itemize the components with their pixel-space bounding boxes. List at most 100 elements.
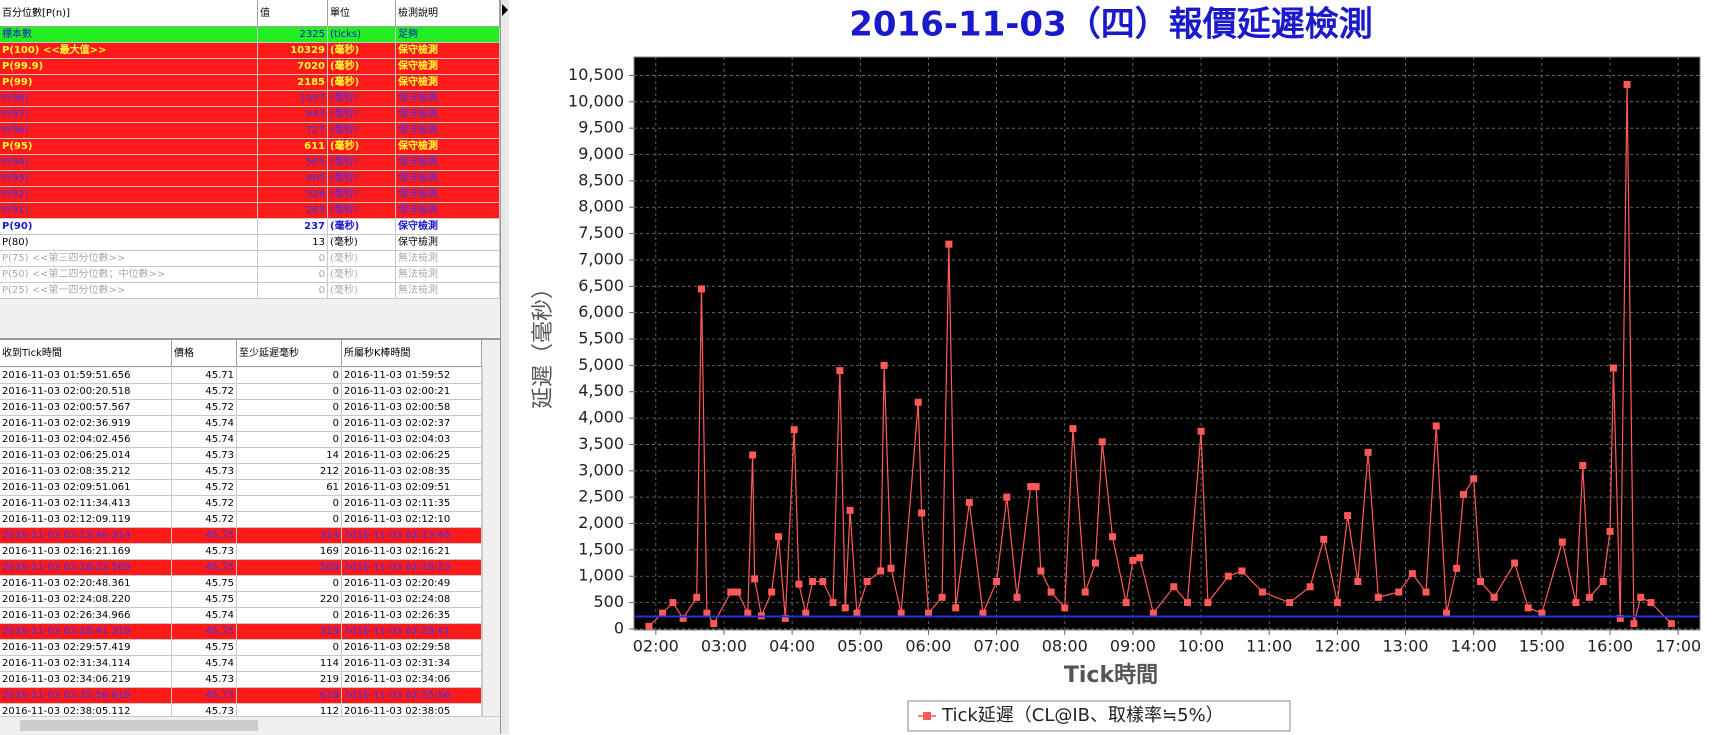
splitter-arrow bbox=[502, 4, 508, 16]
data-point bbox=[880, 361, 888, 369]
table-cell: (ticks) bbox=[328, 27, 396, 43]
y-tick-label: 9,000 bbox=[578, 144, 624, 163]
table-cell: (毫秒) bbox=[328, 235, 396, 251]
table-cell: 2016-11-03 02:18:23.569 bbox=[0, 560, 172, 576]
chart: 2016-11-03（四）報價延遲檢測 延遲（毫秒） Tick時間 0 500 1,… bbox=[531, 5, 1701, 732]
table-cell: 45.75 bbox=[172, 576, 237, 592]
data-point bbox=[841, 604, 849, 612]
data-point bbox=[727, 588, 735, 596]
table-cell: P(92) bbox=[0, 187, 258, 203]
table-cell: 0 bbox=[258, 267, 328, 283]
table-cell: 足夠 bbox=[396, 27, 500, 43]
data-point bbox=[795, 580, 803, 588]
table-cell: 314 bbox=[237, 528, 342, 544]
data-point bbox=[1108, 533, 1116, 541]
table-row: 2016-11-03 02:11:34.413 45.72 0 2016-11-03 … bbox=[0, 496, 482, 512]
table-row: 2016-11-03 02:35:56.618 45.73 618 2016-11-0… bbox=[0, 688, 482, 704]
table-cell: 2016-11-03 02:04:02.456 bbox=[0, 432, 172, 448]
table-cell: 0 bbox=[237, 368, 342, 384]
table-cell: 2185 bbox=[258, 75, 328, 91]
y-tick-label: 9,500 bbox=[578, 118, 624, 137]
table-cell: 保守檢測 bbox=[396, 123, 500, 139]
table-cell: P(75) <<第三四分位數>> bbox=[0, 251, 258, 267]
table-cell: 0 bbox=[237, 384, 342, 400]
table-cell: 2016-11-03 02:35:56 bbox=[342, 688, 482, 704]
table-row: 2016-11-03 02:02:36.919 45.74 0 2016-11-03 … bbox=[0, 416, 482, 432]
table-row: 2016-11-03 02:20:48.361 45.75 0 2016-11-03 … bbox=[0, 576, 482, 592]
table-cell: 2016-11-03 02:08:35 bbox=[342, 464, 482, 480]
data-point bbox=[1538, 609, 1546, 617]
x-tick-label: 16:00 bbox=[1587, 637, 1633, 656]
table-cell: 45.73 bbox=[172, 464, 237, 480]
x-tick-label: 15:00 bbox=[1519, 637, 1565, 656]
table-row: P(92) 326 (毫秒) 保守檢測 bbox=[0, 187, 500, 203]
table-cell: 45.74 bbox=[172, 608, 237, 624]
table-cell: 無法檢測 bbox=[396, 283, 500, 299]
table-cell: 保守檢測 bbox=[396, 219, 500, 235]
data-point bbox=[1609, 364, 1617, 372]
x-tick-label: 13:00 bbox=[1383, 637, 1429, 656]
table-cell: 0 bbox=[237, 512, 342, 528]
y-tick-label: 5,500 bbox=[578, 329, 624, 348]
y-tick-label: 1,000 bbox=[578, 566, 624, 585]
table-cell: 2325 bbox=[258, 27, 328, 43]
splitter[interactable] bbox=[500, 0, 509, 734]
data-point bbox=[744, 609, 752, 617]
data-point bbox=[734, 588, 742, 596]
table-cell: 0 bbox=[237, 640, 342, 656]
table-cell: 2016-11-03 02:28:41.319 bbox=[0, 624, 172, 640]
table-cell: 無法檢測 bbox=[396, 267, 500, 283]
table-cell: 45.75 bbox=[172, 592, 237, 608]
y-tick-label: 4,500 bbox=[578, 381, 624, 400]
table-cell: (毫秒) bbox=[328, 75, 396, 91]
x-tick-label: 06:00 bbox=[905, 637, 951, 656]
table-cell: 0 bbox=[258, 283, 328, 299]
table-cell: 2016-11-03 02:31:34 bbox=[342, 656, 482, 672]
table-cell: 1007 bbox=[258, 91, 328, 107]
table-cell: (毫秒) bbox=[328, 187, 396, 203]
table-row: 2016-11-03 02:08:35.212 45.73 212 2016-11-0… bbox=[0, 464, 482, 480]
data-point bbox=[1047, 588, 1055, 596]
vertical-scrollbar[interactable] bbox=[482, 366, 501, 716]
horizontal-scrollbar[interactable] bbox=[0, 716, 500, 735]
table-row: P(97) 843 (毫秒) 保守檢測 bbox=[0, 107, 500, 123]
scroll-thumb[interactable] bbox=[20, 720, 258, 731]
table-cell: 保守檢測 bbox=[396, 107, 500, 123]
table-row: P(95) 611 (毫秒) 保守檢測 bbox=[0, 139, 500, 155]
table-cell: 保守檢測 bbox=[396, 75, 500, 91]
table-cell: 2016-11-03 02:24:08.220 bbox=[0, 592, 172, 608]
table-cell: (毫秒) bbox=[328, 59, 396, 75]
table-cell: 618 bbox=[237, 688, 342, 704]
table-cell: 169 bbox=[237, 544, 342, 560]
table-cell: (毫秒) bbox=[328, 43, 396, 59]
table-cell: 2016-11-03 02:26:34.966 bbox=[0, 608, 172, 624]
tick-panel: 收到Tick時間 價格 至少延遲毫秒 所屬秒K棒時間 2016-11-03 01:59:… bbox=[0, 338, 500, 718]
table-cell: 2016-11-03 02:12:09.119 bbox=[0, 512, 172, 528]
table-row: 2016-11-03 02:16:21.169 45.73 169 2016-11-0… bbox=[0, 544, 482, 560]
table-cell: 0 bbox=[237, 576, 342, 592]
table-cell: 保守檢測 bbox=[396, 235, 500, 251]
data-point bbox=[710, 620, 718, 628]
x-tick-label: 02:00 bbox=[633, 637, 679, 656]
data-point bbox=[1069, 425, 1077, 433]
table-cell: 220 bbox=[237, 592, 342, 608]
data-point bbox=[1354, 578, 1362, 586]
data-point bbox=[1524, 604, 1532, 612]
data-point bbox=[1422, 588, 1430, 596]
data-point bbox=[1037, 567, 1045, 575]
header-cell: 所屬秒K棒時間 bbox=[342, 340, 482, 367]
table-cell: P(95) bbox=[0, 139, 258, 155]
table-row: 2016-11-03 02:00:20.518 45.72 0 2016-11-03 … bbox=[0, 384, 482, 400]
legend-box bbox=[907, 700, 1291, 732]
table-cell: P(50) <<第二四分位數；中位數>> bbox=[0, 267, 258, 283]
table-cell: 45.72 bbox=[172, 512, 237, 528]
table-cell: 45.73 bbox=[172, 448, 237, 464]
data-point bbox=[819, 578, 827, 586]
table-cell: 45.72 bbox=[172, 496, 237, 512]
data-point bbox=[1586, 593, 1594, 601]
table-row: P(25) <<第一四分位數>> 0 (毫秒) 無法檢測 bbox=[0, 283, 500, 299]
table-cell: 0 bbox=[237, 496, 342, 512]
data-point bbox=[1306, 583, 1314, 591]
table-cell: 45.73 bbox=[172, 672, 237, 688]
